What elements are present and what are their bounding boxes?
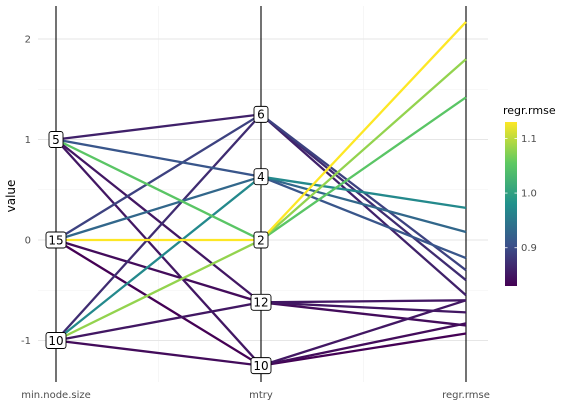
colorbar-tick-label: 1.0: [521, 189, 537, 200]
y-tick-label: 2: [25, 35, 31, 46]
y-axis-title: value: [4, 180, 18, 213]
svg-text:10: 10: [253, 359, 268, 373]
svg-text:5: 5: [52, 133, 60, 147]
colorbar-tick-label: 0.9: [521, 243, 537, 254]
svg-text:2: 2: [257, 233, 265, 247]
node-label-min.node.size-15: 15: [45, 231, 67, 249]
colorbar-legend: regr.rmse 0.9 1.0 1.1: [503, 104, 556, 286]
x-tick-label: mtry: [249, 390, 273, 401]
colorbar-tick-label: 1.1: [521, 134, 537, 145]
axes: [55, 6, 467, 382]
svg-text:12: 12: [253, 296, 268, 310]
node-label-mtry-6: 6: [253, 105, 269, 123]
node-label-mtry-4: 4: [253, 168, 269, 186]
node-labels: 5 15 10 6 4 2 12 10: [45, 105, 272, 375]
node-label-min.node.size-5: 5: [48, 131, 64, 148]
node-label-mtry-2: 2: [253, 231, 269, 249]
svg-text:4: 4: [257, 170, 265, 184]
node-label-mtry-12: 12: [250, 293, 272, 311]
y-tick-label: 0: [25, 236, 31, 247]
colorbar: [505, 122, 517, 286]
y-tick-label: 1: [25, 135, 31, 146]
svg-text:6: 6: [257, 108, 265, 122]
x-tick-label: regr.rmse: [442, 390, 490, 401]
x-tick-label: min.node.size: [21, 390, 91, 401]
svg-text:10: 10: [48, 334, 63, 348]
node-label-mtry-10: 10: [250, 357, 272, 375]
colorbar-title: regr.rmse: [503, 104, 556, 117]
y-tick-label: -1: [21, 336, 31, 347]
svg-text:15: 15: [48, 233, 63, 247]
node-label-min.node.size-10: 10: [45, 332, 67, 349]
